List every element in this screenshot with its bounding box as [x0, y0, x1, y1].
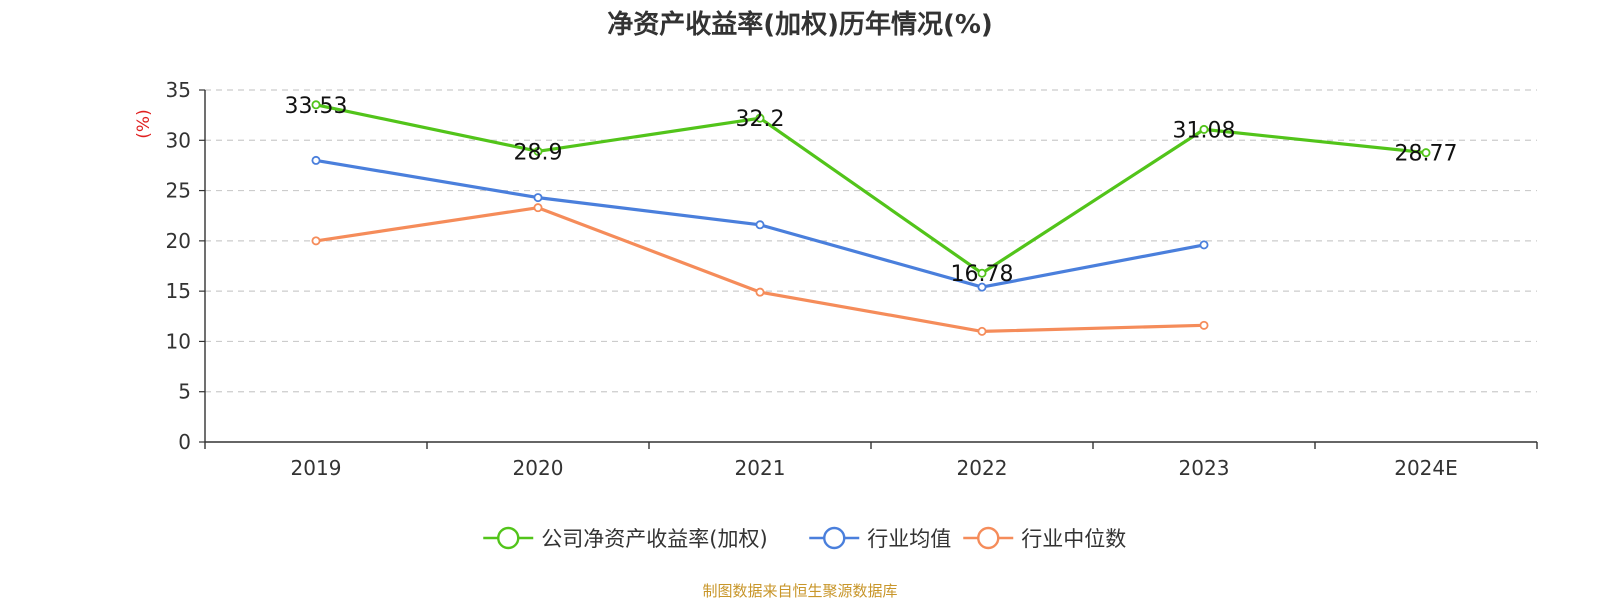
y-tick-label: 10: [166, 329, 191, 353]
legend: 公司净资产收益率(加权) 行业均值 行业中位数: [483, 526, 1126, 551]
source-note: 制图数据来自恒生聚源数据库: [702, 582, 898, 600]
y-tick-label: 25: [166, 179, 191, 203]
data-label: 16.78: [951, 262, 1014, 287]
data-point: [1199, 240, 1209, 250]
x-tick-label: 2020: [513, 456, 564, 480]
data-label: 33.53: [285, 94, 348, 119]
series-line: [315, 103, 1427, 275]
data-point: [977, 268, 987, 278]
y-tick-label: 30: [166, 128, 191, 152]
data-point: [1199, 320, 1209, 330]
y-axis-label: (%): [134, 109, 154, 138]
grid-lines: [205, 89, 1537, 393]
data-point: [755, 287, 765, 297]
data-label: 31.08: [1173, 118, 1236, 143]
legend-label: 行业均值: [867, 527, 951, 551]
data-label: 32.2: [736, 107, 785, 132]
data-point: [755, 113, 765, 123]
data-point: [977, 326, 987, 336]
data-point: [533, 203, 543, 213]
data-label: 28.77: [1395, 142, 1458, 167]
data-labels: 33.53 28.9 32.2 16.78 31.08 28.77: [285, 94, 1458, 287]
legend-item: 行业中位数: [963, 526, 1126, 551]
chart-title: 净资产收益率(加权)历年情况(%): [607, 10, 993, 40]
x-tick-label: 2022: [957, 456, 1008, 480]
x-tick-label: 2023: [1179, 456, 1230, 480]
y-tick-label: 15: [166, 279, 191, 303]
data-point: [1421, 148, 1431, 158]
legend-label: 公司净资产收益率(加权): [541, 527, 767, 551]
series-lines: [311, 100, 1431, 336]
data-point: [755, 220, 765, 230]
y-tick-label: 5: [178, 380, 191, 404]
data-point: [1199, 124, 1209, 134]
x-tick-label: 2024E: [1394, 456, 1458, 480]
legend-label: 行业中位数: [1021, 527, 1126, 551]
legend-marker: [823, 526, 846, 550]
legend-marker: [497, 526, 520, 550]
axes: 0 5 10 15 20 25 30 35 2019 2020 2021 2022 2023 2024E (…: [134, 78, 1538, 480]
line-chart: 0 5 10 15 20 25 30 35 2019 2020 2021 2022 2023 2024E (…: [134, 78, 1538, 551]
data-point: [533, 146, 543, 156]
legend-item: 公司净资产收益率(加权): [483, 526, 768, 551]
x-tick-label: 2021: [735, 456, 786, 480]
data-point: [977, 282, 987, 292]
y-tick-label: 35: [166, 78, 191, 102]
y-tick-label: 20: [166, 229, 191, 253]
data-point: [311, 155, 321, 165]
legend-marker: [977, 526, 1000, 550]
data-point: [311, 236, 321, 246]
data-point: [311, 100, 321, 110]
y-tick-label: 0: [178, 430, 191, 454]
legend-item: 行业均值: [809, 526, 951, 551]
data-point: [533, 193, 543, 203]
x-tick-label: 2019: [291, 456, 342, 480]
data-label: 28.9: [514, 140, 563, 165]
